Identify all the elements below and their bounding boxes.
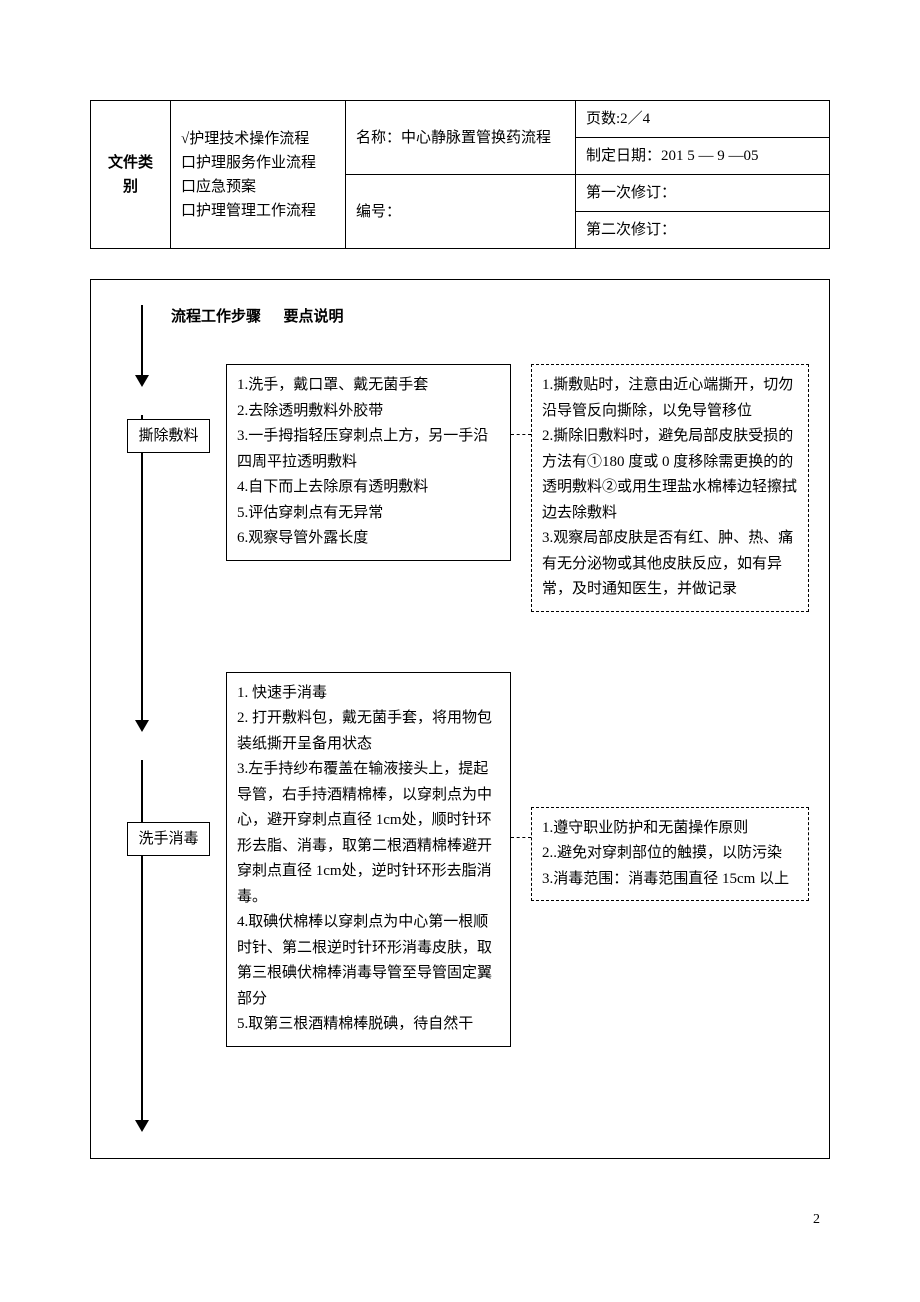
step-box-1: 撕除敷料	[127, 419, 209, 453]
d2-1: 2. 打开敷料包，戴无菌手套，将用物包装纸撕开呈备用状态	[237, 706, 500, 757]
cat-opt-3: 口应急预案	[181, 175, 335, 199]
rev2: 第二次修订：	[576, 212, 830, 249]
zhiding-date: 制定日期：201 5 — 9 —05	[576, 138, 830, 175]
page-count: 页数:2／4	[576, 101, 830, 138]
name-label: 名称：	[356, 130, 401, 146]
flow-header: 流程工作步骤 要点说明	[171, 305, 809, 329]
flow-header-left: 流程工作步骤	[171, 309, 261, 325]
d2-0: 1. 快速手消毒	[237, 681, 500, 707]
rev1: 第一次修订：	[576, 175, 830, 212]
d1-2: 3.一手拇指轻压穿刺点上方，另一手沿四周平拉透明敷料	[237, 424, 500, 475]
name-value: 中心静脉置管换药流程	[401, 130, 551, 146]
vline-3	[141, 760, 143, 1130]
header-info-table: 文件类别 √护理技术操作流程 口护理服务作业流程 口应急预案 口护理管理工作流程…	[90, 100, 830, 249]
d1-3: 4.自下而上去除原有透明敷料	[237, 475, 500, 501]
n2-2: 3.消毒范围：消毒范围直径 15cm 以上	[542, 867, 798, 893]
n2-1: 2..避免对穿刺部位的触摸，以防污染	[542, 841, 798, 867]
step-details-1: 1.洗手，戴口罩、戴无菌手套 2.去除透明敷料外胶带 3.一手拇指轻压穿刺点上方…	[226, 364, 511, 561]
flow-row-2: 洗手消毒 1. 快速手消毒 2. 打开敷料包，戴无菌手套，将用物包装纸撕开呈备用…	[111, 672, 809, 1047]
arrow-2	[135, 720, 149, 732]
n2-0: 1.遵守职业防护和无菌操作原则	[542, 816, 798, 842]
flow-row-1: 撕除敷料 1.洗手，戴口罩、戴无菌手套 2.去除透明敷料外胶带 3.一手拇指轻压…	[111, 364, 809, 612]
category-options: √护理技术操作流程 口护理服务作业流程 口应急预案 口护理管理工作流程	[171, 101, 346, 249]
step-notes-2: 1.遵守职业防护和无菌操作原则 2..避免对穿刺部位的触摸，以防污染 3.消毒范…	[531, 807, 809, 902]
d1-0: 1.洗手，戴口罩、戴无菌手套	[237, 373, 500, 399]
connector-2	[511, 837, 531, 838]
vline-1	[141, 305, 143, 385]
file-category-label: 文件类别	[91, 101, 171, 249]
cat-opt-4: 口护理管理工作流程	[181, 199, 335, 223]
d2-3: 4.取碘伏棉棒以穿刺点为中心第一根顺时针、第二根逆时针环形消毒皮肤，取第三根碘伏…	[237, 910, 500, 1012]
cat-opt-2: 口护理服务作业流程	[181, 151, 335, 175]
d2-4: 5.取第三根酒精棉棒脱碘，待自然干	[237, 1012, 500, 1038]
doc-name: 名称：中心静脉置管换药流程	[346, 101, 576, 175]
bianhao: 编号：	[346, 175, 576, 249]
step-left-1: 撕除敷料	[111, 364, 226, 453]
cat-opt-1: √护理技术操作流程	[181, 127, 335, 151]
n1-0: 1.撕敷贴时，注意由近心端撕开，切勿沿导管反向撕除，以免导管移位	[542, 373, 798, 424]
flow-container: 流程工作步骤 要点说明 撕除敷料 1.洗手，戴口罩、戴无菌手套 2.去除透明敷料…	[90, 279, 830, 1159]
d2-2: 3.左手持纱布覆盖在输液接头上，提起导管，右手持酒精棉棒，以穿刺点为中心，避开穿…	[237, 757, 500, 910]
flow-header-right: 要点说明	[284, 309, 344, 325]
n1-2: 3.观察局部皮肤是否有红、肿、热、痛有无分泌物或其他皮肤反应，如有异常，及时通知…	[542, 526, 798, 603]
vline-2	[141, 415, 143, 730]
d1-1: 2.去除透明敷料外胶带	[237, 399, 500, 425]
step-box-2: 洗手消毒	[127, 822, 209, 856]
step-notes-1: 1.撕敷贴时，注意由近心端撕开，切勿沿导管反向撕除，以免导管移位 2.撕除旧敷料…	[531, 364, 809, 612]
arrow-1	[135, 375, 149, 387]
n1-1: 2.撕除旧敷料时，避免局部皮肤受损的方法有①180 度或 0 度移除需更换的的透…	[542, 424, 798, 526]
d1-4: 5.评估穿刺点有无异常	[237, 501, 500, 527]
step-details-2: 1. 快速手消毒 2. 打开敷料包，戴无菌手套，将用物包装纸撕开呈备用状态 3.…	[226, 672, 511, 1047]
step-left-2: 洗手消毒	[111, 672, 226, 856]
page-number: 2	[90, 1209, 830, 1231]
d1-5: 6.观察导管外露长度	[237, 526, 500, 552]
arrow-3	[135, 1120, 149, 1132]
connector-1	[511, 434, 531, 435]
